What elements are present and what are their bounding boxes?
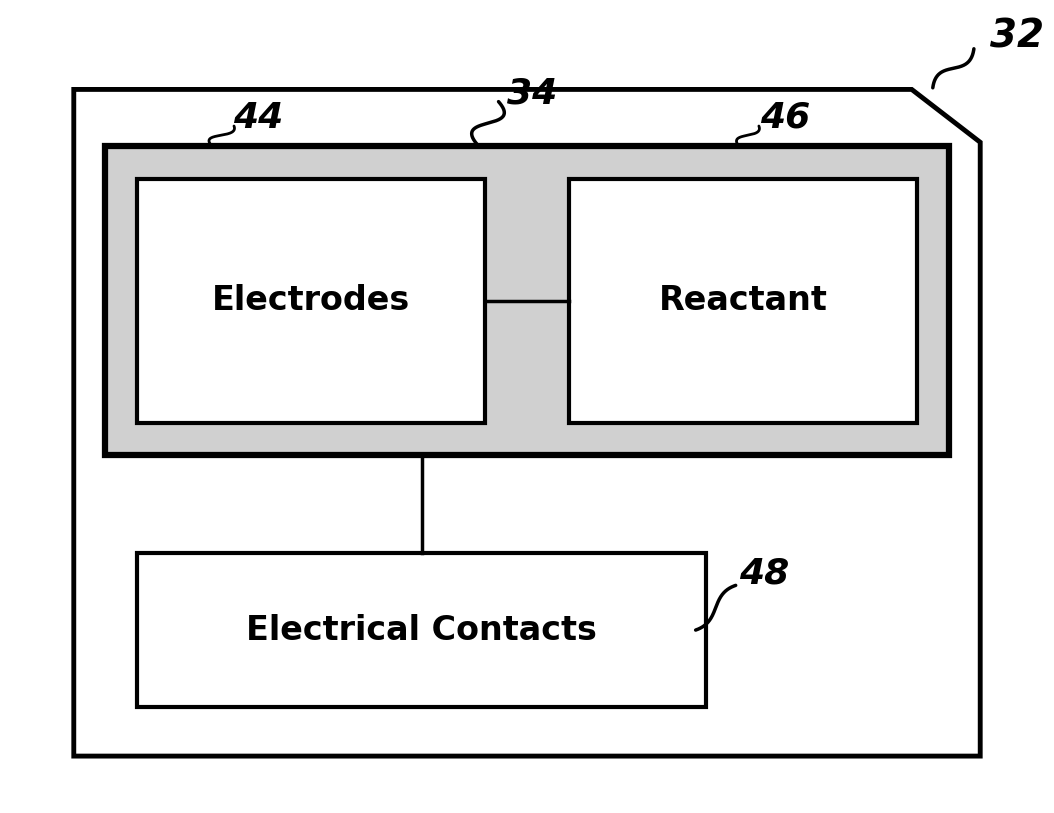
Text: Electrical Contacts: Electrical Contacts bbox=[247, 614, 597, 646]
Text: Reactant: Reactant bbox=[659, 285, 827, 317]
FancyBboxPatch shape bbox=[137, 179, 485, 423]
Text: 32: 32 bbox=[990, 18, 1045, 55]
Text: 48: 48 bbox=[739, 556, 789, 590]
Polygon shape bbox=[74, 89, 980, 756]
Text: 44: 44 bbox=[233, 101, 284, 135]
FancyBboxPatch shape bbox=[105, 146, 949, 455]
Text: 34: 34 bbox=[507, 76, 558, 111]
Text: 46: 46 bbox=[760, 101, 811, 135]
Text: Electrodes: Electrodes bbox=[212, 285, 410, 317]
FancyBboxPatch shape bbox=[137, 553, 706, 707]
FancyBboxPatch shape bbox=[569, 179, 917, 423]
